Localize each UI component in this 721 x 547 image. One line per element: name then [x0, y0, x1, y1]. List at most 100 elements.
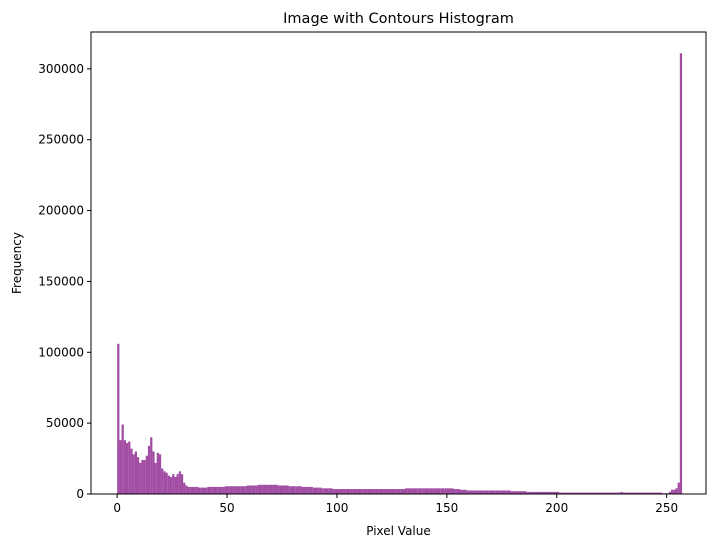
histogram-bar: [282, 485, 285, 494]
histogram-bar: [284, 485, 287, 494]
histogram-bar: [165, 472, 168, 494]
histogram-bar: [482, 490, 485, 494]
histogram-bar: [473, 490, 476, 494]
y-tick-label: 0: [76, 487, 84, 501]
histogram-bar: [550, 491, 553, 494]
histogram-bar: [169, 476, 173, 494]
histogram-bar: [589, 492, 592, 494]
histogram-bar: [618, 492, 621, 494]
histogram-bar: [585, 492, 588, 494]
histogram-bar: [602, 492, 606, 494]
histogram-bar: [444, 488, 447, 494]
histogram-bar: [231, 486, 234, 494]
histogram-bar: [345, 489, 348, 494]
histogram-bar: [561, 492, 564, 494]
histogram-bar: [576, 492, 579, 494]
y-tick-label: 100000: [38, 345, 84, 359]
histogram-bar: [306, 486, 309, 494]
histogram-bar: [517, 491, 520, 494]
histogram-bar: [453, 489, 456, 494]
histogram-bar: [205, 487, 208, 494]
histogram-bar: [420, 488, 423, 494]
y-tick-label: 300000: [38, 62, 84, 76]
histogram-bar: [607, 492, 610, 494]
histogram-bar: [642, 492, 645, 494]
histogram-bar: [271, 484, 274, 494]
histogram-bar: [400, 489, 403, 494]
histogram-bar: [187, 486, 190, 494]
histogram-bar: [563, 492, 566, 494]
histogram-bar: [657, 492, 661, 494]
histogram-bar: [150, 437, 153, 494]
histogram-bar: [411, 488, 414, 494]
histogram-bar: [286, 485, 289, 494]
histogram-bar: [136, 457, 140, 494]
histogram-bar: [574, 492, 577, 494]
histogram-bar: [312, 487, 316, 494]
histogram-bar: [484, 490, 487, 494]
histogram-bar: [380, 489, 384, 494]
histogram-bar: [627, 492, 630, 494]
histogram-bar: [394, 489, 397, 494]
histogram-bar: [119, 440, 122, 494]
histogram-bar: [554, 491, 557, 494]
chart-title: Image with Contours Histogram: [283, 11, 514, 27]
histogram-bar: [308, 486, 311, 494]
histogram-bar: [506, 490, 509, 494]
histogram-bar: [587, 492, 590, 494]
histogram-bar: [132, 454, 135, 494]
histogram-bar: [321, 488, 324, 494]
histogram-bar: [536, 491, 540, 494]
histogram-bar: [457, 489, 461, 494]
histogram-bar: [288, 486, 291, 494]
histogram-bar: [521, 491, 524, 494]
plot-frame: [90, 31, 707, 495]
histogram-bar: [514, 491, 518, 494]
histogram-bar: [668, 491, 672, 494]
histogram-bar: [369, 489, 373, 494]
histogram-bar: [163, 471, 166, 494]
histogram-bar: [429, 488, 432, 494]
histogram-bar: [416, 488, 419, 494]
x-axis-ticks: 0 50 100 150 200 250: [113, 494, 678, 515]
histogram-bar: [629, 492, 632, 494]
histogram-bar: [295, 486, 298, 494]
histogram-bar: [413, 488, 417, 494]
histogram-bar: [229, 486, 232, 494]
histogram-bar: [405, 488, 408, 494]
y-tick-label: 150000: [38, 274, 84, 288]
histogram-bar: [128, 441, 131, 494]
histogram-bar: [616, 492, 619, 494]
histogram-bar: [431, 488, 434, 494]
histogram-bar: [244, 486, 247, 494]
histogram-bar: [512, 491, 516, 494]
histogram-bar: [622, 492, 625, 494]
histogram-bar: [633, 492, 636, 494]
histogram-bar: [679, 53, 683, 494]
histogram-bar: [224, 486, 228, 494]
y-tick-label: 50000: [46, 416, 84, 430]
histogram-bar: [117, 343, 120, 494]
histogram-bar: [141, 459, 144, 494]
histogram-bar: [334, 489, 338, 494]
y-axis-ticks: 0 50000 100000 150000 200000 250000 300000: [38, 62, 91, 501]
histogram-bar: [446, 488, 450, 494]
histogram-bar: [541, 491, 544, 494]
histogram-bar: [519, 491, 522, 494]
histogram-bar: [653, 492, 656, 494]
histogram-bar: [185, 485, 188, 494]
y-axis-label: Frequency: [10, 232, 24, 294]
histogram-bar: [468, 490, 472, 494]
histogram-bar: [147, 445, 151, 494]
histogram-bar: [356, 489, 359, 494]
histogram-bar: [649, 492, 652, 494]
histogram-bar: [594, 492, 597, 494]
histogram-bar: [317, 487, 320, 494]
histogram-bar: [161, 468, 164, 494]
histogram-bar: [490, 490, 494, 494]
histogram-bar: [196, 486, 199, 494]
histogram-bar: [558, 492, 562, 494]
histogram-bar: [556, 491, 560, 494]
histogram-bar: [249, 485, 252, 494]
histogram-bar: [158, 454, 162, 494]
